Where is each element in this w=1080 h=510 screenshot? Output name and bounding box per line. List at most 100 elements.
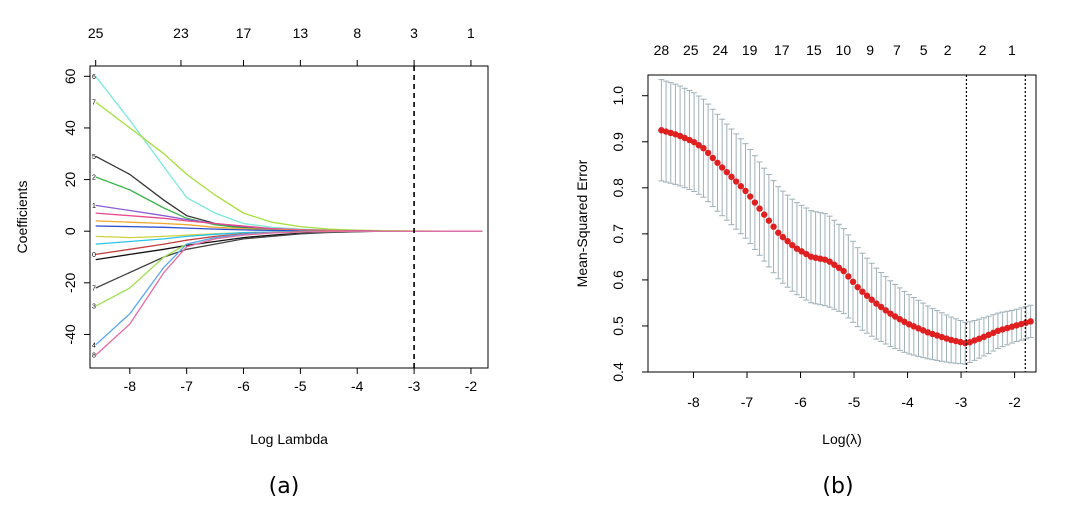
coef-path-6 bbox=[95, 220, 483, 232]
top-tick-label-b-7: 9 bbox=[866, 42, 874, 58]
x-tick-label-b-1: -7 bbox=[741, 394, 754, 410]
mse-point-25 bbox=[775, 229, 782, 236]
y-tick-label-b-6: 1.0 bbox=[610, 86, 626, 106]
mse-point-39 bbox=[840, 267, 847, 275]
mse-point-29 bbox=[793, 245, 801, 252]
x-tick-label-b-6: -2 bbox=[1008, 394, 1021, 410]
x-tick-label-a-5: -3 bbox=[408, 378, 421, 394]
top-tick-label-a-2: 17 bbox=[236, 25, 252, 41]
top-tick-label-a-1: 23 bbox=[173, 25, 189, 41]
mse-point-12 bbox=[714, 159, 721, 166]
mse-point-45 bbox=[868, 296, 875, 303]
mse-point-7 bbox=[690, 138, 698, 146]
top-tick-label-b-4: 17 bbox=[774, 42, 790, 58]
top-tick-label-b-10: 2 bbox=[944, 42, 952, 58]
x-tick-label-a-4: -4 bbox=[351, 378, 364, 394]
coef-path-label-13: 3 bbox=[92, 304, 96, 311]
coef-path-15 bbox=[95, 230, 483, 356]
top-tick-label-a-6: 1 bbox=[467, 25, 475, 41]
mse-point-16 bbox=[732, 178, 740, 185]
mse-point-28 bbox=[789, 241, 796, 249]
coef-path-label-10: 0 bbox=[92, 252, 96, 259]
top-tick-label-b-11: 2 bbox=[979, 42, 987, 58]
mse-point-20 bbox=[751, 199, 759, 206]
coef-path-label-0: 6 bbox=[92, 74, 96, 81]
coef-path-label-3: 2 bbox=[92, 174, 96, 181]
mse-point-47 bbox=[877, 303, 885, 311]
top-tick-label-b-5: 15 bbox=[806, 42, 822, 58]
mse-point-31 bbox=[803, 250, 810, 258]
x-tick-label-a-0: -8 bbox=[124, 378, 137, 394]
mse-point-43 bbox=[859, 288, 866, 295]
mse-point-21 bbox=[756, 205, 763, 212]
y-axis-title-a: Coefficients bbox=[14, 181, 30, 254]
mse-point-24 bbox=[770, 223, 777, 230]
x-axis-title-a: Log Lambda bbox=[250, 431, 328, 447]
coef-path-label-1: 7 bbox=[92, 100, 96, 107]
x-tick-label-a-6: -2 bbox=[465, 378, 478, 394]
caption-a: (a) bbox=[269, 474, 300, 499]
mse-point-48 bbox=[882, 307, 889, 314]
mse-point-17 bbox=[737, 183, 745, 190]
top-tick-label-a-5: 3 bbox=[410, 25, 418, 41]
mse-point-15 bbox=[728, 173, 735, 181]
top-tick-label-b-1: 25 bbox=[683, 42, 699, 58]
plot-frame-b bbox=[647, 74, 1037, 373]
y-tick-label-b-3: 0.7 bbox=[610, 224, 626, 244]
x-tick-label-b-4: -4 bbox=[901, 394, 914, 410]
mse-point-19 bbox=[746, 193, 754, 200]
panel-a-coefficient-paths: 6 7 5 2 1 0 7 3 4 8 -8 -7 -6 -5 -4 -3 -2 -40 -20 0 20 40 60 25 2… bbox=[14, 25, 489, 447]
coef-path-label-14: 4 bbox=[92, 342, 96, 349]
x-tick-label-a-3: -5 bbox=[294, 378, 307, 394]
coef-path-label-12: 7 bbox=[92, 285, 96, 292]
coef-path-9 bbox=[95, 230, 483, 245]
top-tick-label-a-0: 25 bbox=[88, 25, 104, 41]
coef-path-label-4: 1 bbox=[92, 203, 96, 210]
y-tick-label-b-5: 0.9 bbox=[610, 132, 626, 152]
mse-point-41 bbox=[849, 278, 857, 286]
mse-point-79 bbox=[1027, 318, 1034, 325]
top-tick-label-b-12: 1 bbox=[1008, 42, 1016, 58]
top-tick-label-a-4: 8 bbox=[353, 25, 361, 41]
x-axis-title-b: Log(λ) bbox=[822, 431, 862, 447]
y-tick-label-a-5: 60 bbox=[62, 68, 78, 84]
coef-path-13 bbox=[95, 230, 483, 307]
mse-point-23 bbox=[765, 217, 773, 224]
top-tick-label-a-3: 13 bbox=[293, 25, 309, 41]
mse-point-36 bbox=[826, 258, 833, 265]
x-tick-label-b-3: -5 bbox=[848, 394, 861, 410]
top-tick-label-b-8: 7 bbox=[893, 42, 901, 58]
y-tick-label-b-1: 0.5 bbox=[610, 316, 626, 336]
y-tick-label-b-2: 0.6 bbox=[610, 270, 626, 290]
mse-point-37 bbox=[831, 261, 838, 268]
y-tick-label-a-3: 20 bbox=[62, 172, 78, 188]
mse-point-8 bbox=[695, 141, 702, 149]
top-tick-label-b-6: 10 bbox=[836, 42, 852, 58]
caption-b: (b) bbox=[822, 474, 853, 499]
y-tick-label-b-4: 0.8 bbox=[610, 178, 626, 198]
mse-point-51 bbox=[896, 315, 903, 323]
top-tick-label-b-9: 5 bbox=[920, 42, 928, 58]
mse-point-26 bbox=[779, 233, 787, 241]
coef-path-2 bbox=[95, 155, 483, 232]
x-tick-label-a-1: -7 bbox=[180, 378, 193, 394]
plot-frame-a bbox=[89, 65, 489, 369]
coef-path-label-2: 5 bbox=[92, 154, 96, 161]
mse-point-13 bbox=[718, 164, 726, 171]
x-tick-label-b-0: -8 bbox=[687, 394, 700, 410]
x-tick-label-b-5: -3 bbox=[955, 394, 968, 410]
y-tick-label-a-4: 40 bbox=[62, 120, 78, 136]
top-tick-label-b-3: 19 bbox=[742, 42, 758, 58]
y-tick-label-a-1: -20 bbox=[62, 272, 78, 292]
coef-path-0 bbox=[95, 75, 483, 232]
mse-point-10 bbox=[704, 149, 712, 157]
coef-path-label-15: 8 bbox=[92, 353, 96, 360]
mse-point-38 bbox=[835, 264, 843, 272]
coef-path-1 bbox=[95, 101, 483, 232]
mse-point-18 bbox=[742, 187, 749, 195]
mse-point-30 bbox=[798, 248, 805, 255]
mse-point-50 bbox=[891, 313, 899, 320]
x-tick-label-a-2: -6 bbox=[237, 378, 250, 394]
